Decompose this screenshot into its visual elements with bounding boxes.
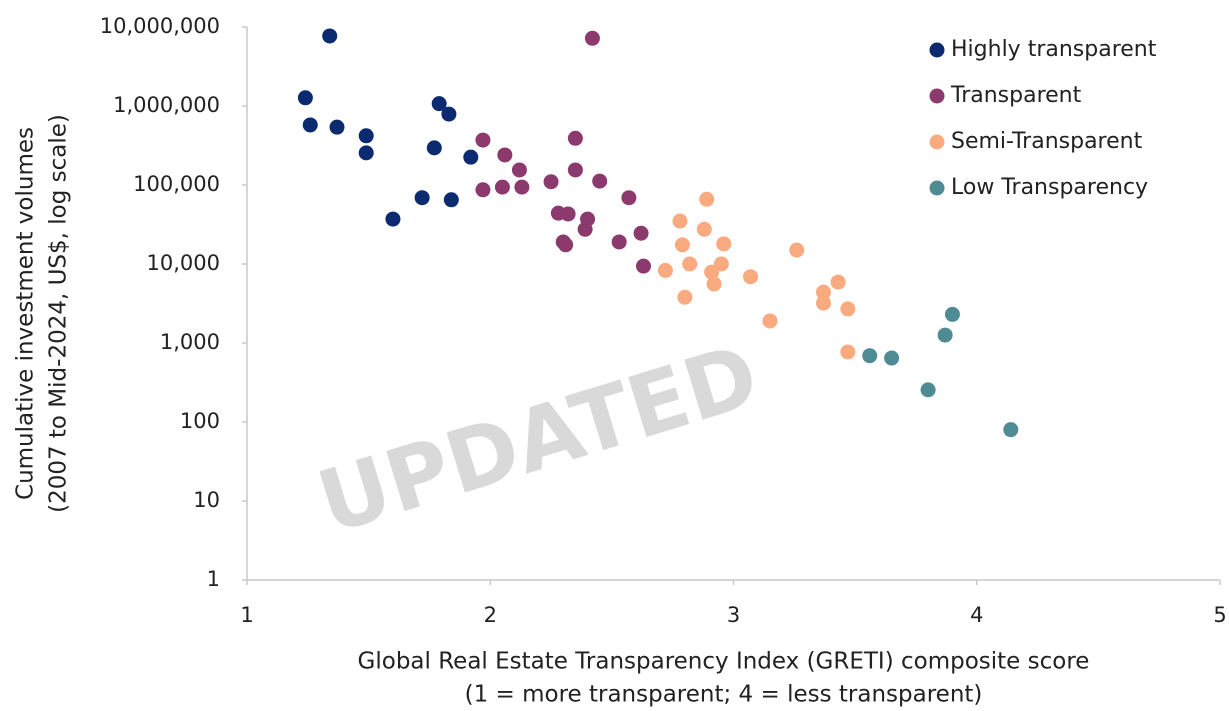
point [558, 237, 574, 253]
point [497, 147, 513, 163]
legend-label: Transparent [950, 83, 1082, 108]
point [920, 382, 936, 398]
point [1003, 422, 1019, 438]
x-tick-label: 3 [727, 603, 740, 627]
point [567, 162, 583, 178]
point [762, 313, 778, 329]
point [543, 174, 559, 190]
point [414, 190, 430, 206]
point [840, 301, 856, 317]
point [358, 145, 374, 161]
point [672, 213, 688, 229]
y-tick-label: 10,000,000 [100, 14, 220, 38]
point [862, 348, 878, 364]
point [441, 106, 457, 122]
point [322, 28, 338, 44]
point [816, 284, 832, 300]
point [463, 149, 479, 165]
point [677, 289, 693, 305]
point [431, 96, 447, 112]
point [840, 344, 856, 360]
x-axis-label: Global Real Estate Transparency Index (G… [358, 649, 1090, 675]
point [937, 327, 953, 343]
legend-marker [929, 88, 945, 104]
point [716, 236, 732, 252]
point [302, 117, 318, 133]
point [789, 242, 805, 258]
point [475, 132, 491, 148]
point [329, 119, 345, 135]
point [699, 191, 715, 207]
point [567, 130, 583, 146]
point [816, 295, 832, 311]
legend-label: Semi-Transparent [951, 129, 1143, 154]
y-tick-label: 100,000 [133, 172, 220, 196]
legend-marker [929, 42, 945, 58]
point [621, 190, 637, 206]
point [511, 162, 527, 178]
y-tick-label: 10,000 [147, 251, 220, 275]
point [674, 237, 690, 253]
point [657, 262, 673, 278]
legend-label: Low Transparency [951, 175, 1148, 200]
point [475, 182, 491, 198]
y-tick-label: 1,000,000 [113, 93, 220, 117]
y-axis-label: Cumulative investment volumes [13, 127, 39, 500]
point [743, 269, 759, 285]
point [584, 30, 600, 46]
point [611, 234, 627, 250]
point [682, 256, 698, 272]
point [704, 264, 720, 280]
y-axis-label: (2007 to Mid-2024, US$, log scale) [46, 114, 72, 513]
point [560, 206, 576, 222]
point [944, 306, 960, 322]
point [706, 276, 722, 292]
point [592, 173, 608, 189]
point [635, 258, 651, 274]
x-axis-label: (1 = more transparent; 4 = less transpar… [465, 682, 983, 708]
point [443, 192, 459, 208]
x-tick-label: 4 [970, 603, 983, 627]
x-tick-label: 2 [484, 603, 497, 627]
y-tick-label: 10 [193, 488, 220, 512]
point [297, 90, 313, 106]
x-tick-label: 5 [1213, 603, 1226, 627]
point [514, 179, 530, 195]
point [358, 128, 374, 144]
point [830, 274, 846, 290]
point [577, 221, 593, 237]
legend-marker [929, 180, 945, 196]
point [884, 350, 900, 366]
legend-label: Highly transparent [951, 37, 1157, 62]
legend-marker [929, 134, 945, 150]
watermark: UPDATED [307, 326, 769, 554]
point [633, 225, 649, 241]
y-tick-label: 1,000 [160, 330, 220, 354]
point [385, 211, 401, 227]
point [696, 221, 712, 237]
point [494, 179, 510, 195]
y-tick-label: 1 [207, 567, 220, 591]
x-tick-label: 1 [240, 603, 253, 627]
point [426, 140, 442, 156]
y-tick-label: 100 [180, 409, 220, 433]
